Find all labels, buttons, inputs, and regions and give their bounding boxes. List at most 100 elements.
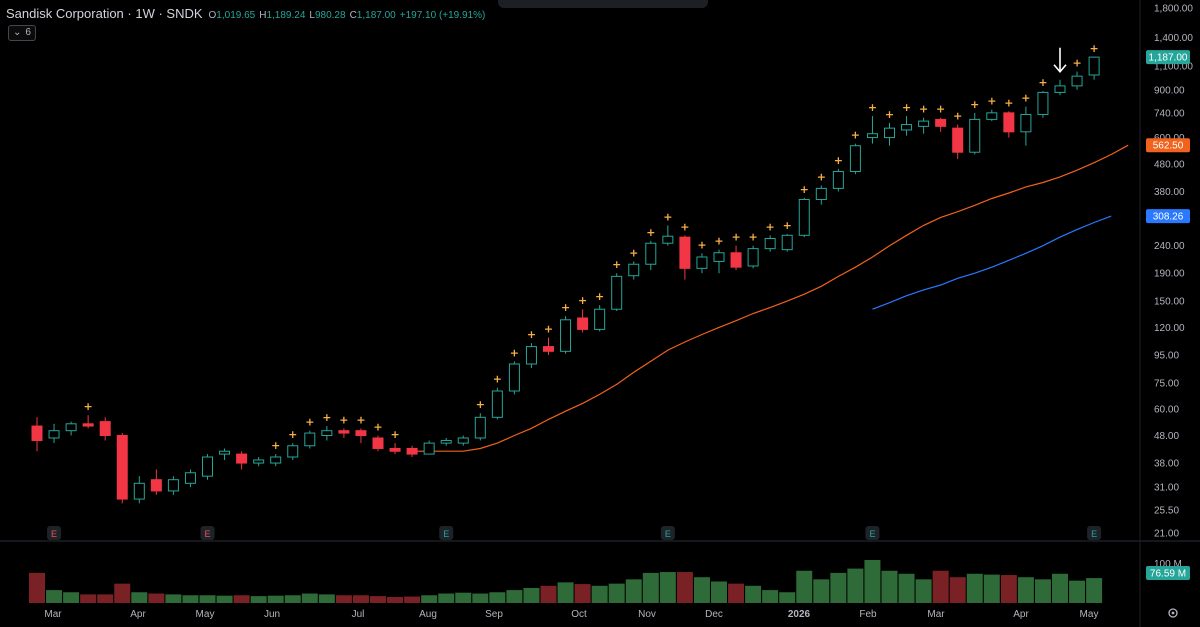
candle[interactable] bbox=[884, 122, 895, 146]
candle[interactable] bbox=[918, 117, 930, 134]
candle[interactable] bbox=[679, 235, 691, 280]
candle[interactable] bbox=[986, 109, 998, 122]
candle-body bbox=[543, 346, 554, 352]
candle[interactable] bbox=[116, 433, 128, 504]
candle-body bbox=[1020, 113, 1032, 133]
candle[interactable] bbox=[628, 261, 640, 280]
earnings-marker-bg bbox=[439, 526, 454, 540]
candle[interactable] bbox=[202, 454, 213, 480]
open-label: O bbox=[208, 10, 217, 21]
candle[interactable] bbox=[372, 435, 384, 452]
candle[interactable] bbox=[184, 469, 196, 488]
earnings-marker[interactable]: E bbox=[439, 526, 454, 540]
volume-bar bbox=[165, 594, 182, 603]
candle[interactable] bbox=[270, 454, 282, 467]
candle[interactable] bbox=[543, 337, 554, 355]
candle[interactable] bbox=[781, 233, 793, 252]
candle[interactable] bbox=[611, 273, 623, 311]
signal-plus-marker: + bbox=[834, 154, 843, 167]
candle[interactable] bbox=[440, 437, 452, 446]
candle-body bbox=[986, 112, 998, 120]
change-value: +197.10 (+19.91%) bbox=[399, 10, 486, 21]
earnings-marker[interactable]: E bbox=[1087, 526, 1102, 540]
price-tick-label: 380.00 bbox=[1154, 187, 1185, 198]
time-axis-label: Apr bbox=[130, 609, 146, 620]
candle[interactable] bbox=[457, 435, 469, 446]
volume-bar bbox=[29, 572, 45, 603]
candle[interactable] bbox=[423, 440, 435, 455]
candle[interactable] bbox=[219, 448, 231, 460]
indicators-toggle-button[interactable]: ⌄ 6 bbox=[8, 25, 36, 41]
signal-plus-marker: + bbox=[936, 103, 945, 116]
earnings-marker[interactable]: E bbox=[865, 526, 880, 540]
badge-label: 562.50 bbox=[1153, 141, 1184, 152]
candle[interactable] bbox=[577, 309, 589, 333]
candle[interactable] bbox=[253, 456, 265, 467]
candle[interactable] bbox=[645, 240, 657, 271]
candle[interactable] bbox=[133, 476, 145, 504]
candle[interactable] bbox=[594, 305, 606, 332]
candle[interactable] bbox=[866, 116, 878, 144]
top-panel-tab[interactable] bbox=[498, 0, 708, 8]
candle[interactable] bbox=[321, 426, 333, 441]
signal-plus-marker: + bbox=[339, 413, 348, 426]
candle[interactable] bbox=[508, 361, 520, 395]
candle[interactable] bbox=[82, 415, 94, 429]
price-axis-badge: 76.59 M bbox=[1146, 566, 1190, 580]
candle[interactable] bbox=[1054, 79, 1066, 96]
candle[interactable] bbox=[1020, 106, 1032, 146]
candle[interactable] bbox=[338, 428, 350, 438]
candle[interactable] bbox=[1071, 71, 1083, 90]
candle[interactable] bbox=[1088, 56, 1100, 80]
candle[interactable] bbox=[99, 417, 111, 441]
candle[interactable] bbox=[355, 428, 367, 444]
candle[interactable] bbox=[150, 469, 162, 495]
candle-body bbox=[918, 120, 930, 127]
candle[interactable] bbox=[1003, 111, 1015, 138]
candle[interactable] bbox=[474, 413, 486, 441]
symbol-title[interactable]: Sandisk Corporation · 1W · SNDK bbox=[6, 6, 203, 21]
candle[interactable] bbox=[1037, 91, 1049, 118]
candle[interactable] bbox=[31, 417, 43, 452]
candle[interactable] bbox=[696, 253, 708, 274]
price-tick-label: 480.00 bbox=[1154, 159, 1185, 170]
time-axis-label: May bbox=[1080, 609, 1099, 620]
close-value: 1,187.00 bbox=[356, 10, 396, 21]
candle-body bbox=[1088, 56, 1100, 76]
candle[interactable] bbox=[406, 445, 418, 457]
candle[interactable] bbox=[815, 185, 827, 205]
candle[interactable] bbox=[747, 245, 759, 269]
candle-body bbox=[423, 442, 435, 455]
signal-plus-marker: + bbox=[629, 246, 638, 259]
earnings-marker[interactable]: E bbox=[660, 526, 675, 540]
candle[interactable] bbox=[969, 112, 981, 155]
candle[interactable] bbox=[662, 225, 674, 246]
candle[interactable] bbox=[48, 423, 60, 444]
candle[interactable] bbox=[304, 430, 316, 449]
candle[interactable] bbox=[832, 168, 844, 192]
candle[interactable] bbox=[560, 316, 572, 354]
candle[interactable] bbox=[901, 116, 913, 136]
earnings-marker[interactable]: E bbox=[200, 526, 215, 540]
candle[interactable] bbox=[764, 235, 776, 252]
candle[interactable] bbox=[167, 476, 179, 495]
candle[interactable] bbox=[491, 387, 503, 420]
candle[interactable] bbox=[730, 245, 742, 271]
candle[interactable] bbox=[287, 443, 299, 460]
candle[interactable] bbox=[798, 197, 810, 238]
candle[interactable] bbox=[65, 421, 77, 436]
volume-bar bbox=[881, 570, 898, 603]
candle[interactable] bbox=[236, 451, 248, 470]
candle[interactable] bbox=[713, 249, 725, 274]
volume-bar bbox=[523, 587, 540, 603]
candle[interactable] bbox=[849, 143, 861, 175]
volume-bar bbox=[1052, 573, 1068, 603]
candle[interactable] bbox=[389, 443, 401, 455]
gear-icon[interactable] bbox=[1168, 608, 1178, 618]
earnings-marker[interactable]: E bbox=[47, 526, 62, 540]
candle-body bbox=[1003, 112, 1015, 133]
candle[interactable] bbox=[525, 343, 537, 369]
candle[interactable] bbox=[952, 124, 964, 160]
candle[interactable] bbox=[935, 117, 947, 132]
